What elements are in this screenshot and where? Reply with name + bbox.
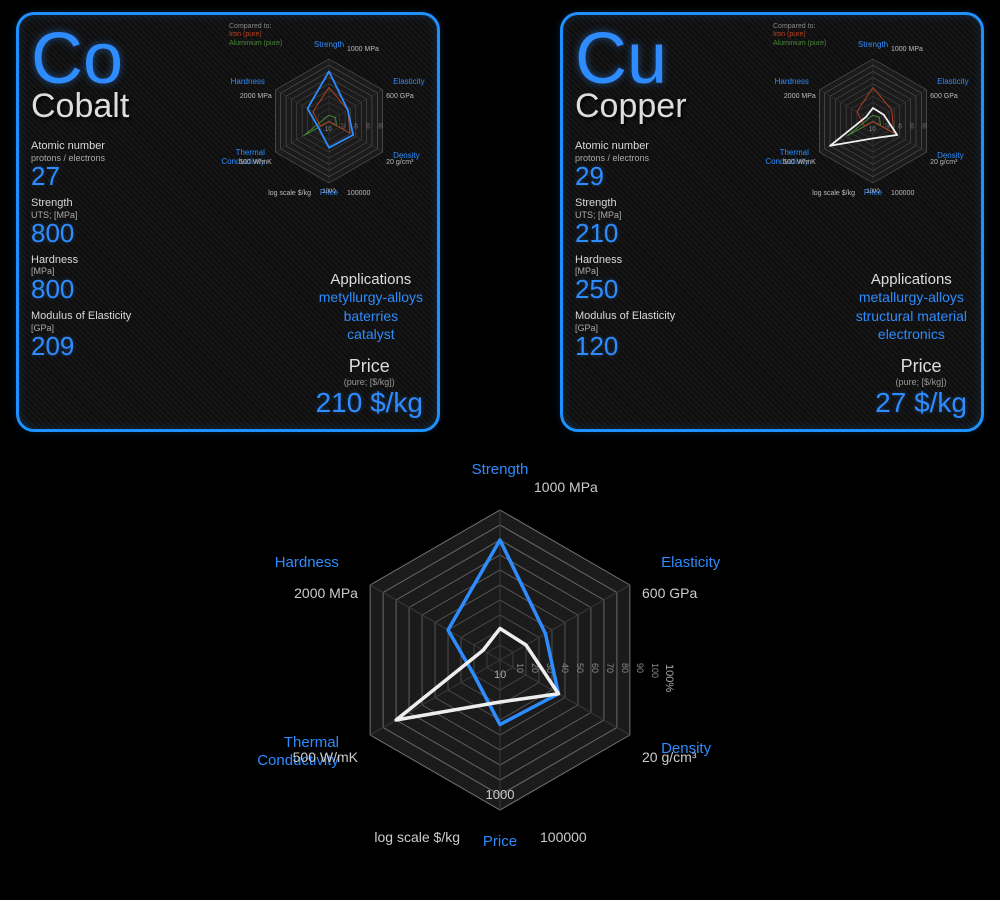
svg-text:10: 10 [325, 127, 332, 133]
svg-text:log scale $/kg: log scale $/kg [812, 190, 855, 197]
svg-text:10: 10 [515, 663, 525, 673]
svg-text:20 g/cm³: 20 g/cm³ [930, 159, 958, 166]
svg-text:Strength: Strength [314, 40, 344, 49]
svg-text:90: 90 [635, 663, 645, 673]
price-value: 210 $/kg [316, 387, 423, 419]
property-label: Hardness [575, 254, 969, 267]
svg-text:Thermal: Thermal [780, 148, 810, 157]
svg-text:600 GPa: 600 GPa [930, 93, 958, 100]
property-label: Hardness [31, 254, 425, 267]
svg-text:60: 60 [364, 123, 370, 129]
svg-text:1000 MPa: 1000 MPa [347, 46, 379, 53]
svg-text:40: 40 [560, 663, 570, 673]
application-item: structural material [856, 307, 967, 325]
svg-text:1000 MPa: 1000 MPa [891, 46, 923, 53]
svg-text:40: 40 [896, 123, 902, 129]
application-item: catalyst [319, 325, 423, 343]
element-card-cu: Cu Copper Compared to: Iron (pure) Alumi… [560, 12, 984, 432]
svg-text:Hardness: Hardness [775, 77, 809, 86]
svg-text:log scale $/kg: log scale $/kg [268, 190, 311, 197]
svg-text:50: 50 [575, 663, 585, 673]
svg-text:20 g/cm³: 20 g/cm³ [642, 749, 697, 765]
svg-text:Hardness: Hardness [275, 554, 339, 571]
svg-text:100000: 100000 [891, 190, 914, 197]
applications-list: metyllurgy-alloysbaterriescatalyst [319, 288, 423, 343]
price-subtitle: (pure; [$/kg]) [875, 377, 967, 387]
svg-text:1000: 1000 [486, 787, 515, 802]
price-subtitle: (pure; [$/kg]) [316, 377, 423, 387]
applications-block: Applications metallurgy-alloysstructural… [856, 271, 967, 343]
svg-text:500 W/mK: 500 W/mK [783, 159, 816, 166]
svg-text:Thermal: Thermal [236, 148, 266, 157]
svg-text:500 W/mK: 500 W/mK [293, 749, 359, 765]
svg-text:80: 80 [377, 123, 383, 129]
svg-text:80: 80 [620, 663, 630, 673]
mini-radar-chart: 2040608010Strength1000 MPaElasticity600 … [755, 21, 975, 221]
application-item: baterries [319, 307, 423, 325]
price-value: 27 $/kg [875, 387, 967, 419]
svg-text:80: 80 [921, 123, 927, 129]
svg-text:Strength: Strength [472, 461, 529, 478]
svg-text:1000 MPa: 1000 MPa [534, 479, 598, 495]
property-value: 210 [575, 220, 969, 246]
element-card-co: Co Cobalt Compared to: Iron (pure) Alumi… [16, 12, 440, 432]
comparison-radar-chart: 102030405060708090100100%10Strength1000 … [250, 450, 750, 895]
application-item: metallurgy-alloys [856, 288, 967, 306]
svg-text:Price: Price [483, 833, 517, 850]
svg-text:100%: 100% [663, 664, 675, 692]
svg-text:100000: 100000 [347, 190, 370, 197]
svg-text:2000 MPa: 2000 MPa [784, 93, 816, 100]
applications-title: Applications [856, 271, 967, 288]
applications-list: metallurgy-alloysstructural materialelec… [856, 288, 967, 343]
price-title: Price [875, 356, 967, 377]
svg-text:60: 60 [908, 123, 914, 129]
svg-text:100000: 100000 [540, 829, 587, 845]
svg-text:1000: 1000 [322, 189, 336, 195]
price-block: Price (pure; [$/kg]) 210 $/kg [316, 356, 423, 419]
price-title: Price [316, 356, 423, 377]
svg-text:10: 10 [869, 127, 876, 133]
svg-text:Elasticity: Elasticity [661, 554, 721, 571]
svg-text:2000 MPa: 2000 MPa [294, 585, 358, 601]
applications-block: Applications metyllurgy-alloysbaterriesc… [319, 271, 423, 343]
svg-text:2000 MPa: 2000 MPa [240, 93, 272, 100]
card-row: Co Cobalt Compared to: Iron (pure) Alumi… [0, 0, 1000, 432]
property-value: 800 [31, 220, 425, 246]
svg-text:100: 100 [650, 663, 660, 678]
svg-text:20 g/cm³: 20 g/cm³ [386, 159, 414, 166]
svg-text:40: 40 [352, 123, 358, 129]
application-item: metyllurgy-alloys [319, 288, 423, 306]
svg-text:Elasticity: Elasticity [937, 77, 969, 86]
svg-text:70: 70 [605, 663, 615, 673]
svg-text:Elasticity: Elasticity [393, 77, 425, 86]
svg-text:600 GPa: 600 GPa [386, 93, 414, 100]
svg-text:Hardness: Hardness [231, 77, 265, 86]
svg-text:Strength: Strength [858, 40, 888, 49]
svg-text:500 W/mK: 500 W/mK [239, 159, 272, 166]
svg-text:600 GPa: 600 GPa [642, 585, 697, 601]
mini-radar-chart: 2040608010Strength1000 MPaElasticity600 … [211, 21, 431, 221]
applications-title: Applications [319, 271, 423, 288]
application-item: electronics [856, 325, 967, 343]
svg-text:log scale $/kg: log scale $/kg [374, 829, 460, 845]
svg-text:1000: 1000 [866, 189, 880, 195]
svg-text:60: 60 [590, 663, 600, 673]
svg-text:10: 10 [494, 669, 506, 681]
price-block: Price (pure; [$/kg]) 27 $/kg [875, 356, 967, 419]
